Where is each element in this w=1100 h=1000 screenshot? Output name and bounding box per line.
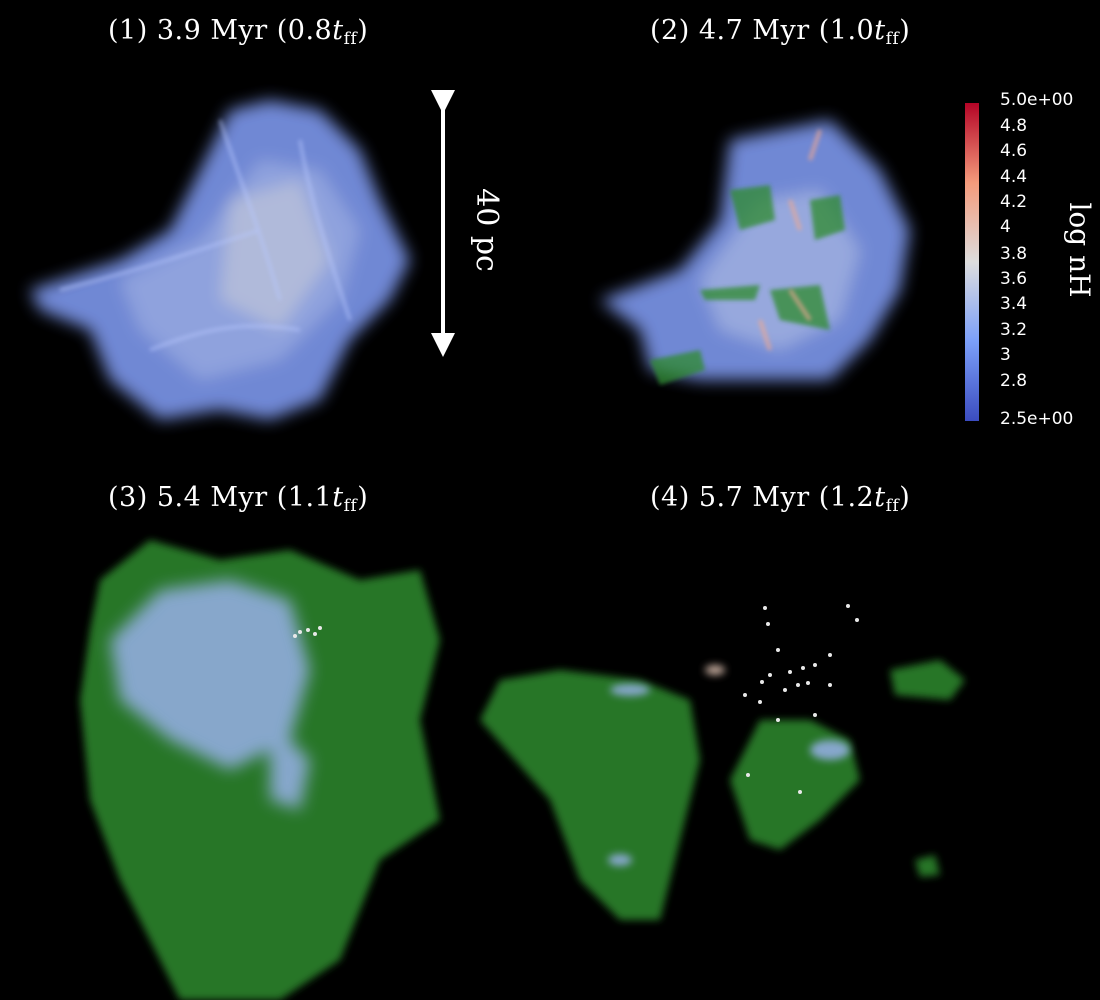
panel-3-title: (3) 5.4 Myr (1.1tff): [108, 482, 369, 516]
panel-2-dense-filaments: [758, 129, 822, 351]
colorbar: [965, 103, 979, 421]
panel-3-stars: [293, 626, 322, 638]
panel-3-gas-cloud: [110, 580, 310, 810]
panel-2-gas-cloud: [600, 120, 910, 380]
colorbar-tick: 3.8: [1000, 244, 1028, 264]
colorbar-tick: 2.8: [1000, 371, 1028, 391]
colorbar-tick: 4.4: [1000, 167, 1028, 187]
scale-bar-label: 40 pc: [469, 188, 505, 272]
colorbar-tick: 3.6: [1000, 269, 1028, 289]
colorbar-tick: 4.8: [1000, 116, 1028, 136]
panel-4-title: (4) 5.7 Myr (1.2tff): [650, 482, 911, 516]
panel-4-gas-wisps: [608, 665, 850, 866]
colorbar-tick: 5.0e+00: [1000, 90, 1074, 110]
panel-1-filaments: [59, 119, 352, 352]
colorbar-title: log nH: [1063, 202, 1097, 298]
colorbar-tick: 4.2: [1000, 192, 1028, 212]
colorbar-tick: 4: [1000, 217, 1011, 237]
colorbar-tick: 2.5e+00: [1000, 409, 1074, 429]
colorbar-tick: 4.6: [1000, 141, 1028, 161]
colorbar-tick: 3: [1000, 345, 1011, 365]
panel-2-title: (2) 4.7 Myr (1.0tff): [650, 15, 911, 49]
panel-4-stars: [743, 604, 859, 794]
panel-4-isosurfaces: [480, 660, 965, 920]
colorbar-tick: 3.2: [1000, 320, 1028, 340]
panel-1-title: (1) 3.9 Myr (0.8tff): [108, 15, 369, 49]
panel-1-gas-cloud: [30, 100, 410, 420]
colorbar-tick: 3.4: [1000, 294, 1028, 314]
